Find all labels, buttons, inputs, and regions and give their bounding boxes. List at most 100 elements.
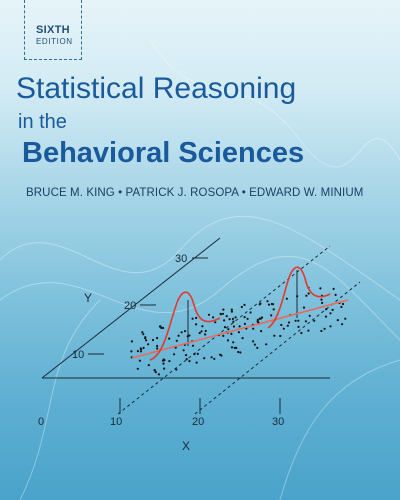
edition-box [24, 0, 82, 60]
scatter-dot [336, 319, 339, 322]
scatter-dot [204, 333, 207, 336]
y-tick-30: 30 [175, 253, 187, 265]
scatter-dot [207, 313, 211, 316]
scatter-dot [173, 353, 176, 356]
scatter-dot [241, 337, 244, 340]
scatter-dot [228, 318, 231, 321]
guide-line-x20 [194, 281, 361, 415]
scatter-dot [256, 346, 259, 349]
scatter-dot [177, 334, 180, 337]
y-axis-line [41, 237, 221, 379]
scatter-dot [344, 317, 347, 320]
scatter-dot [163, 367, 166, 370]
scatter-dot [198, 331, 201, 335]
scatter-dot [130, 340, 133, 343]
scatter-dot [332, 287, 335, 290]
scatter-dot [260, 316, 264, 319]
scatter-dot [223, 319, 226, 322]
scatter-dot [214, 321, 217, 324]
x-tick-10: 10 [110, 416, 122, 428]
scatter-dot [219, 313, 222, 316]
scatter-dot [233, 346, 236, 349]
scatter-dot [182, 349, 185, 352]
scatter-dot [136, 367, 139, 370]
scatter-dot [280, 323, 283, 327]
scatter-dot [304, 320, 307, 323]
title-line-1: Statistical Reasoning [16, 72, 297, 105]
scatter-dot [223, 326, 227, 329]
scatter-dot [168, 360, 171, 363]
scatter-dot [230, 310, 233, 313]
scatter-dot [272, 308, 275, 311]
scatter-dot [307, 329, 310, 332]
scatter-dot [141, 331, 144, 334]
scatter-dot [188, 334, 191, 337]
scatter-dot [240, 305, 243, 309]
scatter-dot [175, 339, 178, 342]
scatter-dot [307, 292, 310, 295]
scatter-dot [324, 315, 328, 318]
scatter-dot [232, 320, 235, 323]
normal-curve-right [267, 266, 331, 329]
scatter-dot [195, 361, 198, 364]
scatter-dot [297, 325, 300, 328]
scatter-dot [159, 325, 162, 328]
scatter-dot [279, 334, 282, 338]
scatter-dot [221, 312, 225, 315]
regression-line [131, 299, 349, 359]
axes [41, 237, 361, 415]
scatter-dot [329, 312, 332, 315]
scatter-dot [238, 325, 241, 328]
y-tick-20: 20 [124, 300, 136, 312]
scatter-dot [270, 314, 273, 317]
x-axis-title: X [182, 439, 190, 453]
scatter-dot [188, 360, 191, 363]
scatter-dot [225, 315, 228, 318]
scatter-dot [258, 303, 261, 306]
x-tick-20: 20 [192, 416, 204, 428]
scatter-dot [130, 350, 133, 353]
scatter-dot [154, 371, 157, 374]
scatter-dot [260, 330, 263, 333]
scatter-dot [195, 323, 198, 326]
scatter-dot [139, 347, 142, 350]
scatter-dot [151, 338, 155, 342]
scatter-dot [138, 359, 141, 362]
scatter-dot [219, 353, 222, 356]
scatter-dot [266, 300, 269, 303]
scatter-dot [185, 358, 188, 361]
scatter-dot [305, 294, 308, 297]
x-tick-0: 0 [38, 416, 44, 428]
scatter-dot [175, 368, 178, 371]
scatter-dot [162, 326, 165, 330]
scatter-dot [243, 322, 246, 325]
edition-number: SIXTH [36, 24, 70, 36]
scatter-dot [195, 316, 198, 320]
scatter-dot [334, 293, 337, 296]
scatter-dot [267, 303, 271, 306]
scatter-dot [320, 329, 323, 333]
background-swirls [0, 39, 400, 500]
scatter-dot [237, 331, 240, 334]
scatter-dot [147, 364, 150, 367]
scatter-dot [203, 357, 206, 360]
scatter-dot [243, 316, 246, 319]
scatter-dot [212, 316, 215, 319]
scatter-dot [237, 350, 240, 354]
scatter-dot [139, 350, 142, 353]
scatter-dot [300, 331, 303, 335]
scatter-dot [222, 308, 225, 311]
scatter-dot [153, 369, 156, 372]
scatter-dot [297, 319, 300, 322]
scatter-dot [204, 329, 207, 333]
scatter-dot [249, 311, 252, 314]
scatter-dot [265, 343, 268, 346]
scatter-dot [213, 357, 216, 360]
y-tick-10: 10 [72, 349, 84, 361]
scatter-dot [272, 303, 275, 306]
scatter-dot [282, 327, 285, 330]
scatter-dot [196, 352, 199, 355]
scatter-dot [252, 327, 255, 330]
